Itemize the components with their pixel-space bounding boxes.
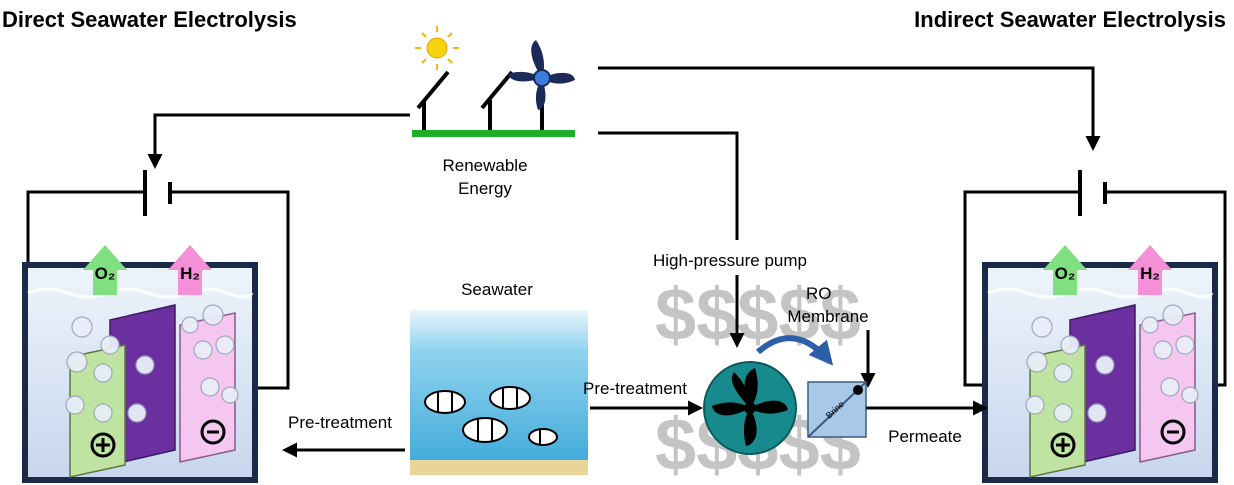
title-indirect: Indirect Seawater Electrolysis	[914, 7, 1226, 32]
flow-label: Permeate	[888, 427, 962, 446]
flow-label: Pre-treatment	[288, 413, 392, 432]
o2-label: O₂	[95, 264, 116, 283]
membrane-label: Membrane	[787, 307, 868, 326]
energy-label: Renewable	[442, 156, 527, 175]
renewable-icon	[412, 26, 575, 137]
seawater-label: Seawater	[461, 280, 533, 299]
recycle-arrow	[756, 335, 834, 366]
wires	[26, 66, 1227, 390]
o2-label: O₂	[1055, 264, 1076, 283]
pump-label: High-pressure pump	[653, 251, 807, 270]
pump	[703, 361, 797, 455]
h2-label: H₂	[180, 264, 200, 283]
flow-label: Pre-treatment	[583, 379, 687, 398]
electrolyzer-cell	[25, 245, 255, 480]
membrane-label: RO	[806, 284, 832, 303]
electrolyzer-cell	[985, 245, 1215, 480]
seawater-image	[410, 310, 588, 475]
h2-label: H₂	[1140, 264, 1160, 283]
title-direct: Direct Seawater Electrolysis	[2, 7, 297, 32]
ro-membrane	[807, 381, 867, 438]
energy-label: Energy	[458, 179, 512, 198]
